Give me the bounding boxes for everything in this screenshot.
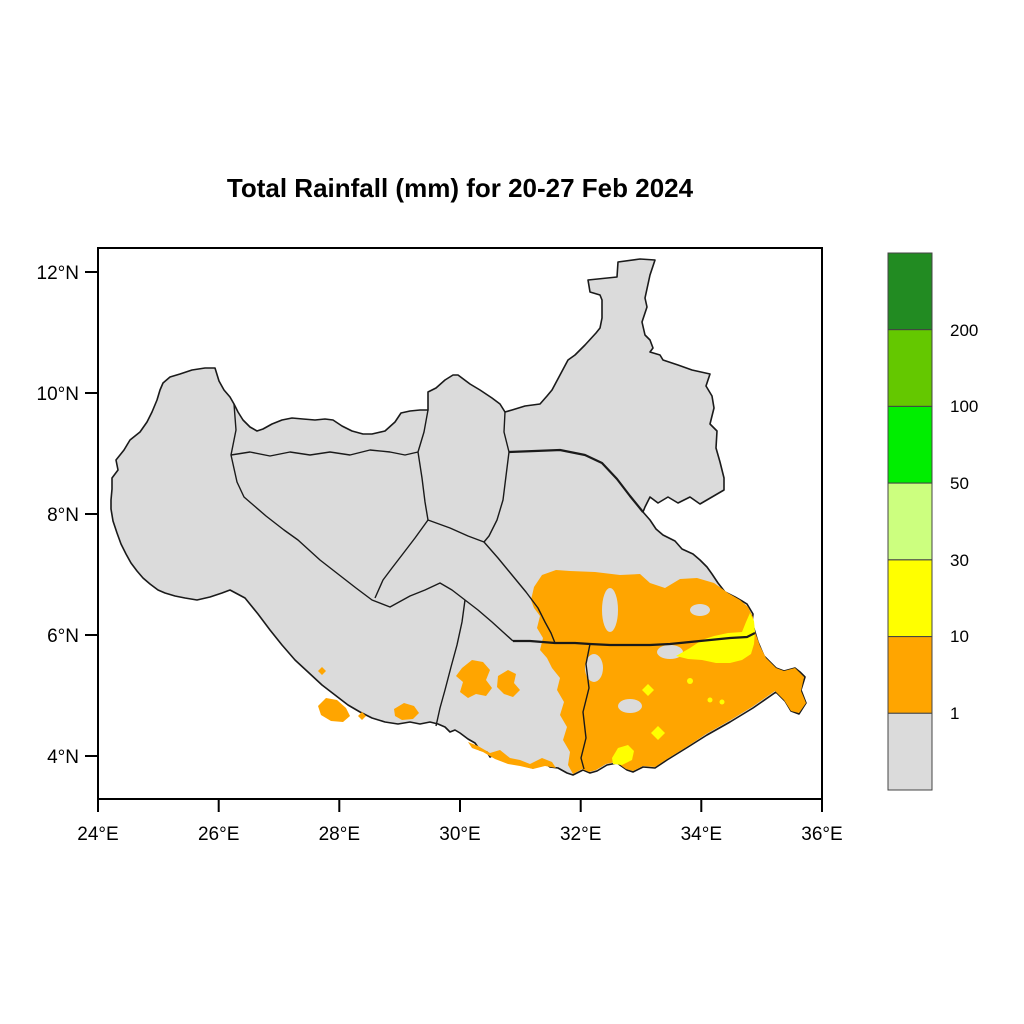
state-boundary-warrap-east <box>427 519 485 543</box>
x-tick-label: 26°E <box>198 824 239 845</box>
state-boundary-west-central-equatoria <box>435 599 466 727</box>
colorbar-label: 50 <box>950 474 969 493</box>
yellow-dot-3 <box>719 699 725 705</box>
y-axis: 12°N 10°N 8°N 6°N 4°N <box>37 263 98 768</box>
state-boundary-equatoria-north <box>513 632 756 647</box>
x-tick-label: 32°E <box>560 824 601 845</box>
rain-patch-southwest-1 <box>318 698 350 722</box>
y-tick-label: 6°N <box>47 626 79 647</box>
x-tick-label: 34°E <box>681 824 722 845</box>
state-boundary-unity-jonglei <box>483 411 556 644</box>
yellow-patch-south-border <box>612 745 634 765</box>
rain-patch-southeast-main <box>531 570 806 774</box>
colorbar-segment <box>887 329 933 407</box>
x-tick-label: 24°E <box>77 824 118 845</box>
yellow-dot-2 <box>707 697 713 703</box>
state-boundary-sobat <box>508 448 644 513</box>
x-tick-label: 36°E <box>801 824 842 845</box>
colorbar-label: 1 <box>950 704 959 723</box>
y-tick-label: 12°N <box>37 263 79 284</box>
y-tick-label: 4°N <box>47 747 79 768</box>
yellow-patch-east-large <box>676 613 755 663</box>
colorbar-label: 10 <box>950 627 969 646</box>
rain-dot-1 <box>318 667 326 675</box>
yellow-dot-1 <box>687 678 693 684</box>
colorbar-segment <box>887 712 933 791</box>
rain-band-1-10-patches <box>318 570 806 774</box>
rain-patch-south-central-1 <box>456 660 492 698</box>
colorbar-segment <box>887 482 933 561</box>
y-tick-label: 8°N <box>47 505 79 526</box>
state-boundary-nw-diagonal <box>230 403 514 642</box>
rain-dot-2 <box>358 712 366 720</box>
state-boundaries <box>230 403 756 770</box>
state-boundary-warrap-south <box>374 519 429 599</box>
colorbar-segment <box>887 405 933 484</box>
state-boundary-north-horizontal <box>230 449 419 457</box>
colorbar-segment <box>887 559 933 638</box>
rain-patch-border-strip <box>468 742 556 769</box>
state-boundary-warrap-west <box>417 409 429 521</box>
y-tick-label: 10°N <box>37 384 79 405</box>
x-axis: 24°E 26°E 28°E 30°E 32°E 34°E 36°E <box>77 799 843 845</box>
x-tick-label: 28°E <box>319 824 360 845</box>
colorbar-segment <box>887 252 933 331</box>
yellow-patch-small-2 <box>651 726 665 740</box>
page-title: Total Rainfall (mm) for 20-27 Feb 2024 <box>227 173 694 203</box>
colorbar-segment <box>887 636 933 714</box>
rain-patch-southwest-2 <box>394 703 419 720</box>
colorbar-label: 100 <box>950 397 978 416</box>
rain-band-10-30-patches <box>612 613 755 765</box>
state-boundary-central-east-equatoria <box>580 643 591 770</box>
colorbar-label: 30 <box>950 551 969 570</box>
yellow-patch-small-1 <box>642 684 654 696</box>
colorbar: 200 100 50 30 10 1 <box>887 252 978 791</box>
colorbar-label: 200 <box>950 321 978 340</box>
x-tick-label: 30°E <box>439 824 480 845</box>
rain-patch-south-central-2 <box>497 670 520 697</box>
